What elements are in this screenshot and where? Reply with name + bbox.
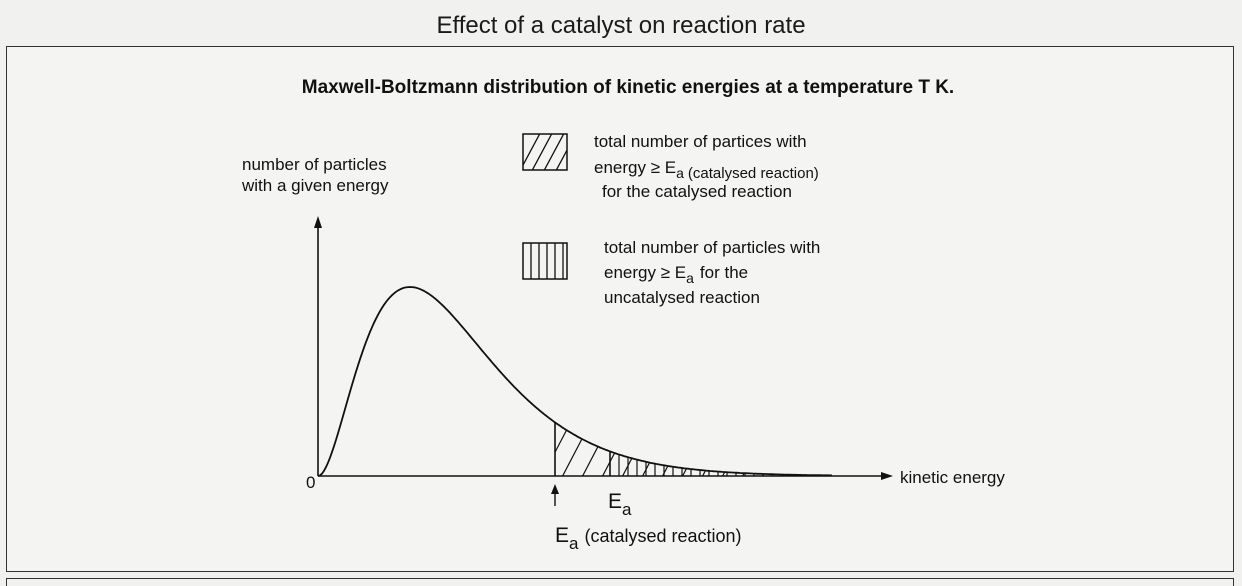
ea-uncatalysed-label: Ea bbox=[608, 490, 632, 519]
bottom-panel-edge bbox=[6, 578, 1234, 586]
x-axis-label: kinetic energy bbox=[900, 468, 1005, 487]
diagonal-hatch-line bbox=[719, 422, 781, 476]
diagonal-hatch-line bbox=[900, 366, 960, 481]
legend-catalysed-line-3: for the catalysed reaction bbox=[602, 182, 792, 201]
legend-catalysed: total number of partices with energy ≥ E… bbox=[522, 132, 819, 201]
diagram-frame bbox=[6, 46, 1234, 572]
diagonal-hatch-line bbox=[860, 366, 920, 481]
y-axis-label-line-1: number of particles bbox=[242, 155, 387, 174]
diagonal-hatch-line bbox=[759, 422, 821, 476]
diagonal-hatch-line bbox=[799, 422, 832, 476]
diagonal-hatch-line bbox=[555, 422, 581, 476]
y-axis-label-line-2: with a given energy bbox=[241, 176, 389, 195]
legend-uncatalysed: total number of particles with energy ≥ … bbox=[522, 238, 820, 307]
y-axis-arrow-icon bbox=[314, 216, 322, 228]
diagonal-hatch-line bbox=[639, 422, 701, 476]
legend-catalysed-line-1: total number of partices with bbox=[594, 132, 807, 151]
legend-uncatalysed-line-2: energy ≥ Ea for the bbox=[604, 263, 748, 286]
diagonal-hatch-line bbox=[819, 422, 832, 476]
diagonal-hatch-line bbox=[555, 422, 561, 476]
diagonal-hatch-line bbox=[779, 422, 832, 476]
diagonal-hatch-line bbox=[679, 422, 741, 476]
diagram-heading: Maxwell-Boltzmann distribution of kineti… bbox=[302, 77, 954, 98]
page-title: Effect of a catalyst on reaction rate bbox=[436, 12, 806, 39]
diagonal-hatch-line bbox=[840, 366, 900, 481]
legend-uncatalysed-line-3: uncatalysed reaction bbox=[604, 288, 760, 307]
catalysed-region-hatch bbox=[555, 366, 960, 481]
x-axis-arrow-icon bbox=[881, 472, 893, 480]
diagonal-hatch-line bbox=[555, 422, 601, 476]
origin-label: 0 bbox=[306, 473, 315, 492]
diagonal-hatch-line bbox=[739, 422, 801, 476]
diagonal-hatch-line bbox=[880, 366, 940, 481]
diagonal-hatch-line bbox=[559, 422, 621, 476]
distribution-curve bbox=[317, 286, 832, 477]
diagonal-hatch-line bbox=[619, 422, 681, 476]
legend-vertical-hatch-swatch bbox=[522, 242, 568, 280]
ea-catalysed-label: Ea (catalysed reaction) bbox=[555, 524, 742, 553]
legend-uncatalysed-line-1: total number of particles with bbox=[604, 238, 820, 257]
uncatalysed-region-hatch bbox=[618, 451, 827, 476]
legend-catalysed-line-2: energy ≥ Ea (catalysed reaction) bbox=[594, 158, 819, 182]
diagonal-hatch-line bbox=[699, 422, 761, 476]
diagonal-hatch-line bbox=[659, 422, 721, 476]
up-arrow-icon bbox=[551, 484, 559, 494]
